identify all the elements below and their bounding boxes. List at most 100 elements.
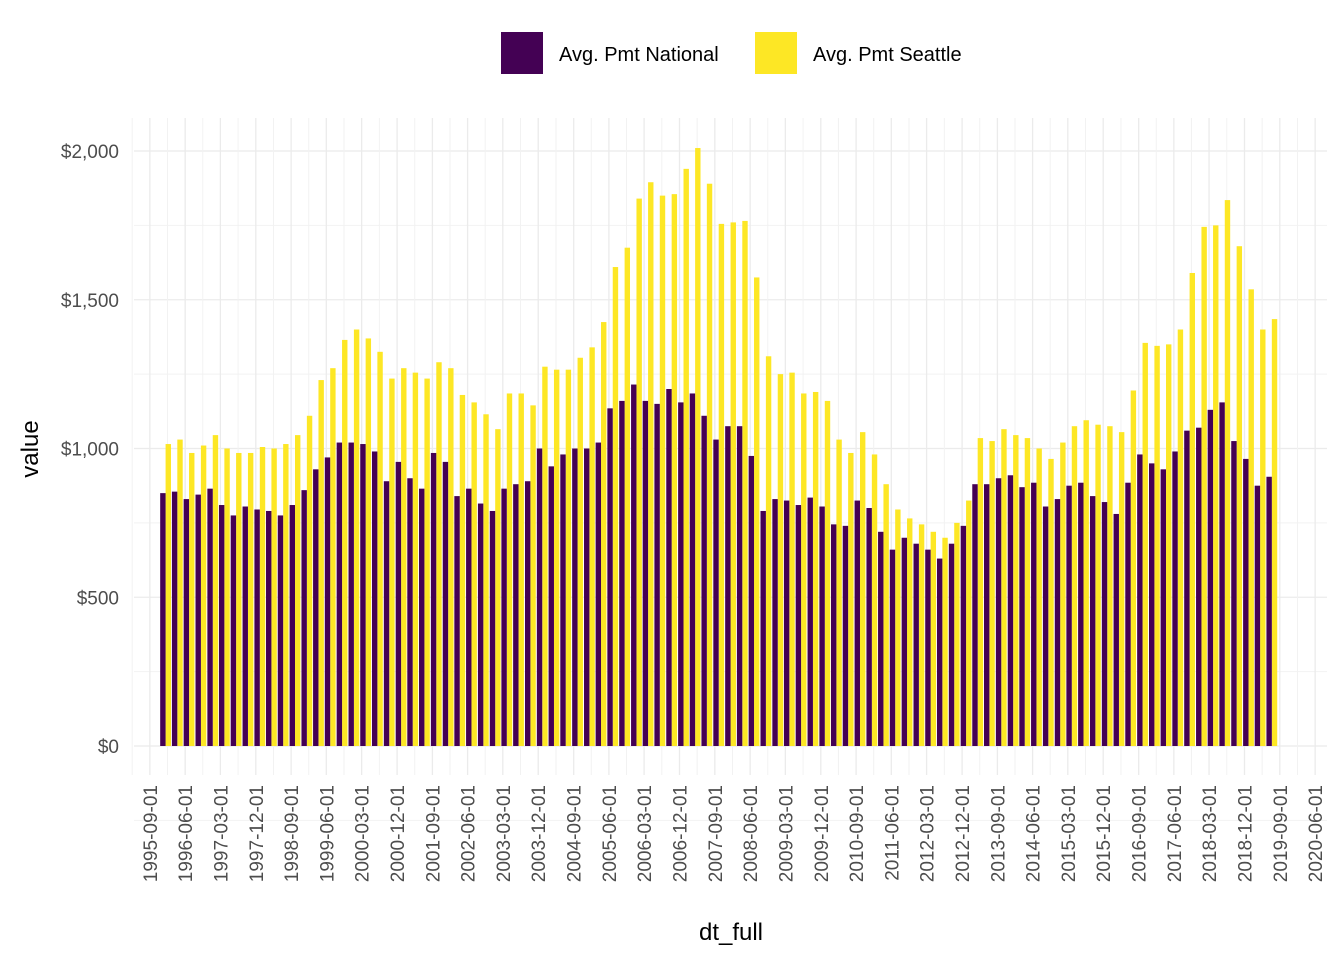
bar-seattle — [553, 369, 560, 746]
bar-seattle — [1224, 200, 1231, 746]
bar-national — [984, 484, 990, 746]
bar-seattle — [1189, 272, 1195, 746]
bar-seattle — [342, 339, 348, 746]
bar-seattle — [848, 452, 854, 746]
bar-seattle — [1036, 448, 1042, 746]
y-tick-label: $500 — [77, 588, 119, 609]
bar-seattle — [1107, 426, 1113, 746]
x-tick-label: 2017-06-01 — [1165, 785, 1186, 882]
bar-seattle — [754, 277, 760, 746]
bar-seattle — [165, 444, 171, 746]
bar-national — [901, 537, 908, 746]
bar-seattle — [283, 444, 289, 746]
bar-seattle — [377, 351, 383, 746]
y-axis-title: value — [17, 420, 44, 477]
bar-national — [1054, 499, 1061, 746]
bar-seattle — [895, 509, 901, 746]
bar-seattle — [1048, 458, 1054, 746]
bar-seattle — [577, 357, 583, 746]
x-tick-label: 2016-09-01 — [1130, 785, 1151, 882]
bar-national — [383, 481, 390, 746]
bar-national — [689, 393, 696, 746]
x-tick-label: 2019-09-01 — [1271, 785, 1292, 882]
legend-swatch-national — [501, 32, 543, 74]
bar-national — [866, 508, 872, 746]
bar-national — [254, 509, 260, 746]
bar-seattle — [659, 195, 666, 746]
bar-national — [1207, 409, 1214, 746]
legend-label-seattle: Avg. Pmt Seattle — [813, 44, 962, 66]
bar-seattle — [353, 329, 360, 746]
bar-seattle — [212, 435, 219, 746]
bar-seattle — [471, 402, 477, 746]
bar-national — [171, 491, 178, 746]
bar-national — [889, 549, 896, 746]
bar-national — [442, 461, 449, 746]
bar-seattle — [859, 432, 866, 746]
bar-seattle — [989, 441, 995, 746]
bar-national — [501, 488, 507, 746]
bar-seattle — [624, 247, 631, 746]
bar-seattle — [459, 394, 466, 746]
bar-seattle — [695, 148, 701, 746]
bar-seattle — [871, 454, 878, 746]
x-tick-label: 2003-03-01 — [494, 785, 515, 882]
bar-national — [1101, 502, 1108, 746]
bar-national — [619, 400, 625, 746]
bar-seattle — [448, 368, 454, 746]
bar-national — [1266, 476, 1272, 746]
x-tick-label: 2015-03-01 — [1059, 785, 1080, 882]
x-tick-label: 2000-03-01 — [353, 785, 374, 882]
bar-seattle — [801, 393, 807, 746]
bar-national — [536, 448, 543, 746]
bar-seattle — [942, 537, 948, 746]
bar-seattle — [330, 368, 336, 746]
bar-seattle — [636, 198, 642, 747]
bar-national — [936, 558, 943, 746]
bar-national — [760, 510, 766, 746]
bar-seattle — [765, 356, 772, 746]
bar-national — [1031, 482, 1037, 746]
bar-seattle — [907, 518, 913, 746]
bar-seattle — [1154, 345, 1160, 746]
bar-national — [477, 503, 484, 746]
y-tick-label: $2,000 — [61, 142, 119, 163]
bar-national — [430, 452, 437, 746]
bar-seattle — [601, 322, 607, 746]
x-tick-label: 2005-06-01 — [600, 785, 621, 882]
bar-seattle — [518, 393, 524, 746]
bar-national — [1137, 454, 1143, 746]
bar-seattle — [777, 374, 784, 746]
bar-seattle — [295, 435, 301, 746]
x-tick-label: 2011-06-01 — [882, 785, 903, 881]
bar-seattle — [836, 439, 842, 746]
bar-seattle — [1271, 319, 1278, 746]
bar-national — [560, 454, 566, 746]
bar-seattle — [177, 439, 183, 746]
bar-seattle — [365, 338, 372, 746]
x-tick-label: 2013-09-01 — [988, 785, 1009, 882]
bar-national — [1184, 430, 1190, 746]
y-tick-label: $1,500 — [61, 291, 119, 312]
bar-seattle — [1071, 426, 1078, 746]
bar-national — [830, 524, 837, 746]
x-tick-label: 2000-12-01 — [388, 785, 409, 882]
bar-seattle — [1024, 438, 1031, 746]
bar-national — [654, 403, 660, 746]
legend-swatch-seattle — [755, 32, 797, 74]
x-tick-label: 1999-06-01 — [317, 785, 338, 882]
bar-seattle — [1060, 442, 1066, 746]
bar-national — [336, 442, 343, 746]
bar-national — [266, 510, 272, 746]
x-tick-label: 2003-12-01 — [529, 785, 550, 882]
bar-national — [371, 451, 378, 746]
x-tick-label: 1998-09-01 — [282, 785, 303, 882]
x-tick-label: 2018-12-01 — [1236, 785, 1257, 882]
x-tick-label: 2002-06-01 — [459, 785, 480, 882]
bar-national — [595, 442, 602, 746]
bar-national — [972, 484, 978, 746]
x-tick-label: 2004-09-01 — [565, 785, 586, 882]
bar-national — [1219, 402, 1225, 746]
bar-national — [736, 426, 743, 746]
bar-seattle — [977, 438, 984, 746]
